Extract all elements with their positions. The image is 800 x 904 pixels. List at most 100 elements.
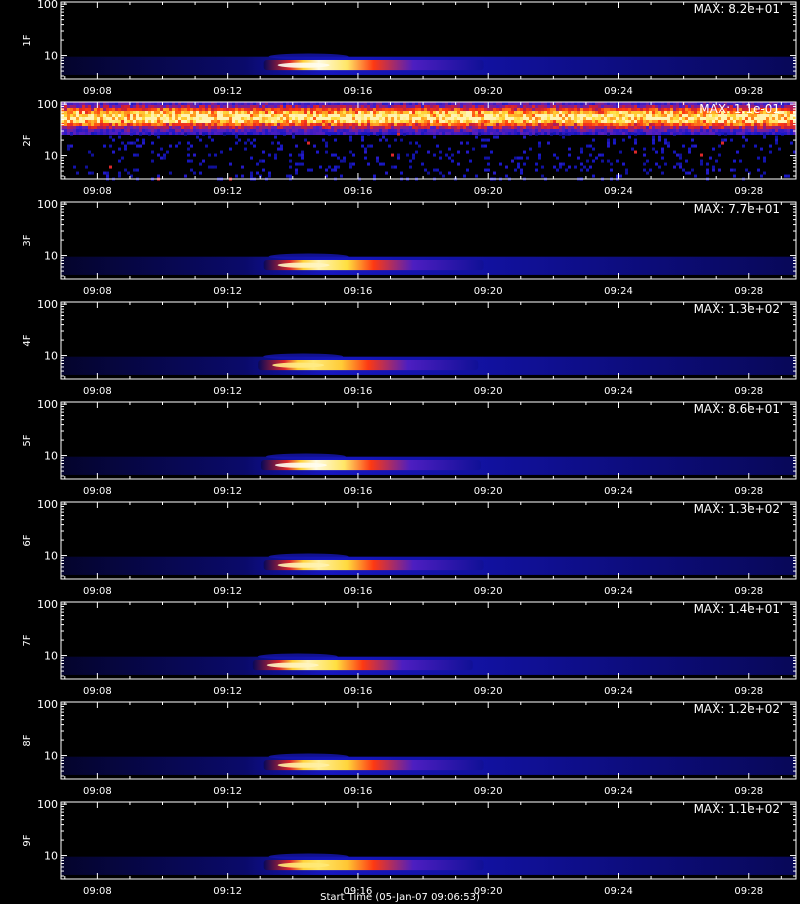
spectrogram-1F: 10 100 09:08 09:12 09:16 09:20 09:24 09:28 1F MAX…	[22, 0, 797, 97]
x-tick-label: 09:24	[604, 186, 633, 197]
max-label: MAX: 8.6e+01	[694, 402, 780, 416]
signal-halo	[263, 353, 344, 360]
panel-4F: 10 100 09:08 09:12 09:16 09:20 09:24 09:28 4F MAX…	[0, 300, 800, 400]
x-tick-label: 09:08	[83, 486, 112, 497]
signal-band	[260, 459, 481, 471]
x-tick-label: 09:12	[213, 886, 242, 897]
x-tick-label: 09:08	[83, 86, 112, 97]
signal-halo	[268, 553, 349, 560]
x-tick-label: 09:16	[344, 86, 373, 97]
y-tick-label: 10	[44, 650, 58, 663]
y-tick-label: 10	[44, 250, 58, 263]
x-tick-label: 09:28	[734, 886, 763, 897]
y-axis-label: 9F	[22, 834, 33, 846]
x-tick-label: 09:08	[83, 786, 112, 797]
heatmap-cells	[61, 553, 796, 575]
y-tick-label: 10	[44, 450, 58, 463]
max-label: MAX: 1.4e+01	[694, 602, 780, 616]
x-tick-label: 09:08	[83, 386, 112, 397]
signal-core	[266, 662, 319, 668]
x-tick-label: 09:12	[213, 586, 242, 597]
x-tick-label: 09:24	[604, 886, 633, 897]
x-tick-label: 09:16	[344, 286, 373, 297]
x-tick-label: 09:28	[734, 86, 763, 97]
x-tick-label: 09:20	[474, 586, 503, 597]
signal-band	[263, 559, 484, 571]
y-tick-label: 100	[37, 200, 58, 211]
heatmap-cells	[61, 53, 796, 75]
signal-halo	[265, 453, 346, 460]
x-tick-label: 09:20	[474, 486, 503, 497]
panel-5F: 10 100 09:08 09:12 09:16 09:20 09:24 09:28 5F MAX…	[0, 400, 800, 500]
spectrogram-5F: 10 100 09:08 09:12 09:16 09:20 09:24 09:28 5F MAX…	[22, 400, 797, 497]
max-label: MAX: 1.1e-01	[699, 102, 780, 116]
x-tick-label: 09:28	[734, 186, 763, 197]
x-tick-label: 09:16	[344, 686, 373, 697]
signal-core	[277, 262, 330, 268]
x-tick-label: 09:16	[344, 886, 373, 897]
spectrogram-8F: 10 100 09:08 09:12 09:16 09:20 09:24 09:28 8F MAX…	[22, 700, 797, 797]
y-tick-label: 100	[37, 600, 58, 611]
x-tick-label: 09:12	[213, 786, 242, 797]
y-axis-label: 4F	[22, 334, 33, 346]
signal-band	[263, 59, 484, 71]
x-tick-label: 09:20	[474, 886, 503, 897]
x-tick-label: 09:28	[734, 686, 763, 697]
x-tick-label: 09:28	[734, 286, 763, 297]
y-tick-label: 100	[37, 800, 58, 811]
x-tick-label: 09:12	[213, 86, 242, 97]
x-tick-label: 09:12	[213, 286, 242, 297]
x-tick-label: 09:24	[604, 786, 633, 797]
x-tick-label: 09:24	[604, 486, 633, 497]
heatmap-cells	[61, 753, 796, 775]
max-label: MAX: 1.1e+02	[694, 802, 780, 816]
x-tick-label: 09:24	[604, 386, 633, 397]
y-tick-label: 100	[37, 500, 58, 511]
signal-band	[258, 359, 479, 371]
y-tick-label: 100	[37, 400, 58, 411]
y-axis-label: 8F	[22, 734, 33, 746]
y-axis-label: 1F	[22, 34, 33, 46]
heatmap-cells	[61, 853, 796, 875]
x-tick-label: 09:16	[344, 186, 373, 197]
y-tick-label: 10	[44, 350, 58, 363]
spectrogram-3F: 10 100 09:08 09:12 09:16 09:20 09:24 09:28 3F MAX…	[22, 200, 797, 297]
x-tick-label: 09:24	[604, 586, 633, 597]
y-axis-label: 5F	[22, 434, 33, 446]
spectrogram-6F: 10 100 09:08 09:12 09:16 09:20 09:24 09:28 6F MAX…	[22, 500, 797, 597]
x-tick-label: 09:20	[474, 786, 503, 797]
y-tick-label: 100	[37, 0, 58, 11]
x-tick-label: 09:28	[734, 786, 763, 797]
max-label: MAX: 1.3e+02	[694, 502, 780, 516]
signal-core	[277, 62, 330, 68]
x-tick-label: 09:16	[344, 786, 373, 797]
signal-band	[263, 859, 484, 871]
heatmap-cells	[61, 253, 796, 275]
x-tick-label: 09:16	[344, 486, 373, 497]
y-tick-label: 100	[37, 700, 58, 711]
x-tick-label: 09:20	[474, 386, 503, 397]
x-tick-label: 09:24	[604, 286, 633, 297]
heatmap-cells	[61, 102, 796, 181]
y-tick-label: 10	[44, 750, 58, 763]
signal-halo	[268, 753, 349, 760]
panel-8F: 10 100 09:08 09:12 09:16 09:20 09:24 09:28 8F MAX…	[0, 700, 800, 800]
panel-6F: 10 100 09:08 09:12 09:16 09:20 09:24 09:28 6F MAX…	[0, 500, 800, 600]
max-label: MAX: 1.2e+02	[694, 702, 780, 716]
x-tick-label: 09:12	[213, 386, 242, 397]
x-tick-label: 09:20	[474, 186, 503, 197]
signal-halo	[257, 653, 338, 660]
signal-band	[263, 759, 484, 771]
panel-1F: 10 100 09:08 09:12 09:16 09:20 09:24 09:28 1F MAX…	[0, 0, 800, 100]
spectrogram-9F: 10 100 09:08 09:12 09:16 09:20 09:24 09:28 9F MAX…	[22, 800, 797, 897]
signal-halo	[268, 853, 349, 860]
spectrogram-7F: 10 100 09:08 09:12 09:16 09:20 09:24 09:28 7F MAX…	[22, 600, 797, 697]
x-tick-label: 09:08	[83, 286, 112, 297]
max-label: MAX: 7.7e+01	[694, 202, 780, 216]
signal-band	[263, 259, 484, 271]
signal-band	[252, 659, 473, 671]
x-tick-label: 09:20	[474, 686, 503, 697]
x-tick-label: 09:28	[734, 586, 763, 597]
panel-2F: 10 100 09:08 09:12 09:16 09:20 09:24 09:28 2F MAX…	[0, 100, 800, 200]
x-tick-label: 09:12	[213, 686, 242, 697]
